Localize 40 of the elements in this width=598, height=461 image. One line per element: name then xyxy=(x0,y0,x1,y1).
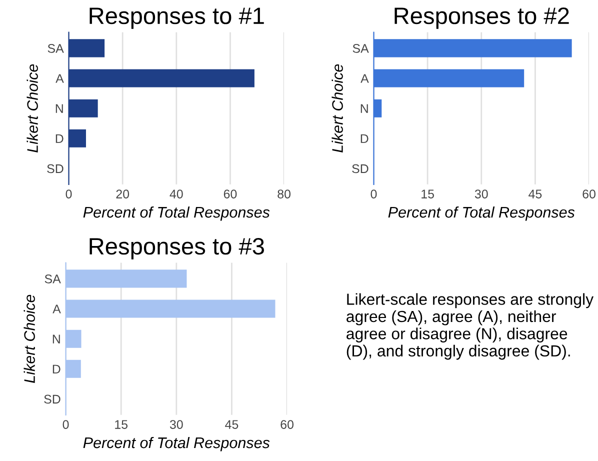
y-tick-label: SA xyxy=(48,44,64,53)
y-tick-label: N xyxy=(56,104,63,113)
x-tick-label: 20 xyxy=(116,190,130,198)
x-axis-title: Percent of Total Responses xyxy=(388,206,575,221)
x-tick-label: 60 xyxy=(582,190,596,198)
chart-title: Responses to #3 xyxy=(90,238,264,260)
y-tick-label: A xyxy=(360,74,369,83)
y-tick-label: N xyxy=(360,104,368,113)
y-tick-label: A xyxy=(52,304,61,314)
y-axis-title: Likert Choice xyxy=(332,64,343,152)
x-axis-title: Percent of Total Responses xyxy=(83,436,270,452)
x-axis-title: Percent of Total Responses xyxy=(83,206,270,221)
x-tick-label: 60 xyxy=(280,420,294,429)
y-tick-label: A xyxy=(56,74,64,83)
x-tick-label: 15 xyxy=(422,190,434,198)
text: Likert-scale responses are strongly agree (SA), agree (A), neither agree or disagree (N), disagree (D), and strongly disagree (SD). xyxy=(346,293,594,360)
x-tick-label: 80 xyxy=(278,190,291,198)
x-tick-label: 45 xyxy=(528,190,542,198)
x-tick-label: 0 xyxy=(370,190,377,198)
y-tick-label: N xyxy=(52,334,60,344)
x-tick-label: 45 xyxy=(225,420,238,429)
y-tick-label: SD xyxy=(352,164,368,174)
x-tick-label: 0 xyxy=(66,190,72,198)
y-tick-label: SA xyxy=(44,274,61,284)
y-tick-label: D xyxy=(360,134,368,143)
chart-title: Responses to #2 xyxy=(394,7,569,29)
x-tick-label: 15 xyxy=(115,420,128,429)
y-axis-title: Likert Choice xyxy=(24,294,35,383)
y-tick-label: SD xyxy=(47,164,64,174)
x-tick-label: 40 xyxy=(170,190,183,198)
y-axis-title: Likert Choice xyxy=(26,64,38,152)
x-tick-label: 60 xyxy=(224,190,237,198)
x-tick-label: 30 xyxy=(474,190,488,198)
x-tick-label: 0 xyxy=(62,420,69,429)
y-tick-label: D xyxy=(56,134,64,143)
y-tick-label: SD xyxy=(44,394,60,404)
chart-title: Responses to #1 xyxy=(90,8,264,29)
y-tick-label: D xyxy=(52,364,60,374)
y-tick-label: SA xyxy=(352,44,369,53)
x-tick-label: 30 xyxy=(170,420,183,429)
